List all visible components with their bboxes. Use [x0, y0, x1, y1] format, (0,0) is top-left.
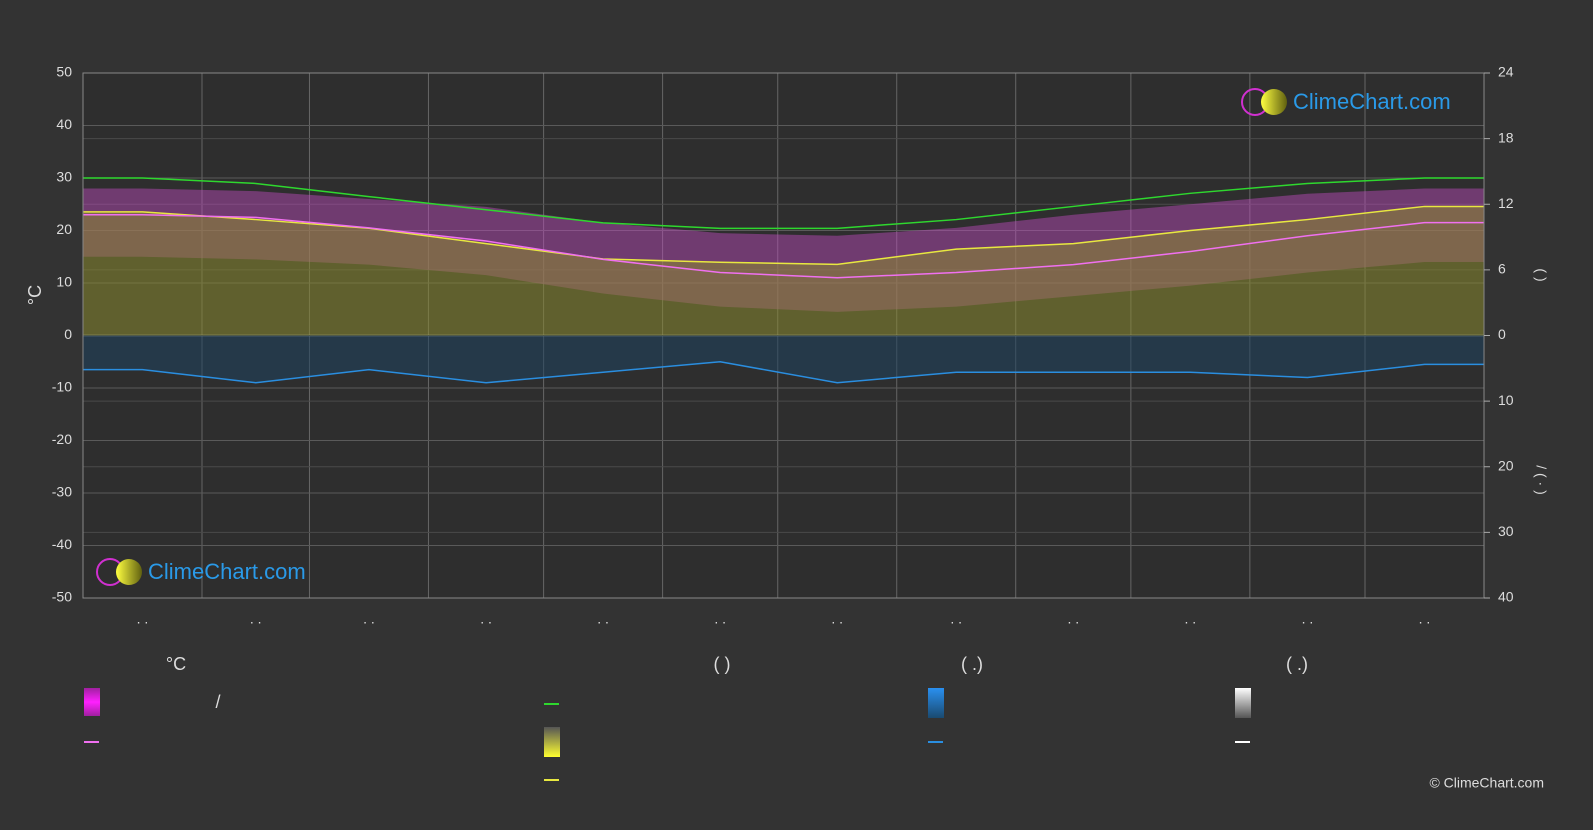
y2-tick-label: 0 — [1498, 326, 1506, 342]
x-tick-label: . . — [1185, 611, 1197, 627]
y-tick-label: 0 — [64, 326, 72, 342]
y2-axis-label: ( ) — [1533, 268, 1549, 281]
x-tick-label: . . — [1302, 611, 1314, 627]
y2-tick-label: 30 — [1498, 523, 1514, 539]
logo-top: ClimeChart.com — [1241, 88, 1451, 116]
y-axis-label: °C — [25, 285, 45, 305]
series-line — [83, 205, 1484, 266]
y2-tick-label: 18 — [1498, 129, 1514, 145]
copyright: © ClimeChart.com — [1429, 775, 1544, 791]
y2-tick-label: 6 — [1498, 261, 1506, 277]
logo-text: ClimeChart.com — [1293, 89, 1451, 114]
series-area — [83, 335, 1484, 383]
legend-swatch — [928, 688, 944, 718]
logo-bottom: ClimeChart.com — [96, 558, 306, 586]
y2-tick-label: 10 — [1498, 392, 1514, 408]
x-tick-label: . . — [137, 611, 149, 627]
legend-header: ( .) — [961, 654, 983, 674]
legend-header: ( ) — [714, 654, 731, 674]
plot — [83, 72, 1484, 599]
y-tick-label: -10 — [52, 379, 72, 395]
y-tick-label: -50 — [52, 589, 72, 605]
y2-tick-label: 12 — [1498, 195, 1514, 211]
x-tick-label: . . — [363, 611, 375, 627]
y-tick-label: -20 — [52, 431, 72, 447]
legend-swatch — [544, 727, 560, 757]
y-tick-label: -40 — [52, 536, 72, 552]
legend-separator: / — [215, 692, 220, 712]
y-tick-label: 30 — [56, 169, 72, 185]
x-tick-label: . . — [480, 611, 492, 627]
y-tick-label: 20 — [56, 221, 72, 237]
series-line — [83, 360, 1484, 384]
legend-header: °C — [166, 654, 186, 674]
x-tick-label: . . — [831, 611, 843, 627]
x-tick-label: . . — [1419, 611, 1431, 627]
series-line — [83, 214, 1484, 279]
y2-tick-label: 40 — [1498, 589, 1514, 605]
y-tick-label: 50 — [56, 64, 72, 80]
logo-sun — [116, 559, 142, 585]
legend: °C ( ) ( .) ( .) / — [84, 654, 1308, 781]
y-tick-label: 40 — [56, 116, 72, 132]
series-area — [83, 206, 1484, 336]
series-line — [83, 177, 1484, 230]
x-tick-label: . . — [597, 611, 609, 627]
y2-tick-label: 24 — [1498, 64, 1514, 80]
y3-axis-label: / ( · ) — [1533, 465, 1549, 495]
logo-text: ClimeChart.com — [148, 559, 306, 584]
x-tick-label: . . — [950, 611, 962, 627]
x-tick-label: . . — [250, 611, 262, 627]
logo-sun — [1261, 89, 1287, 115]
legend-swatch — [84, 688, 100, 716]
x-tick-label: . . — [1067, 611, 1079, 627]
legend-swatch — [1235, 688, 1251, 718]
y-tick-label: -30 — [52, 484, 72, 500]
x-tick-label: . . — [714, 611, 726, 627]
legend-header: ( .) — [1286, 654, 1308, 674]
y-tick-label: 10 — [56, 274, 72, 290]
y2-tick-label: 20 — [1498, 457, 1514, 473]
